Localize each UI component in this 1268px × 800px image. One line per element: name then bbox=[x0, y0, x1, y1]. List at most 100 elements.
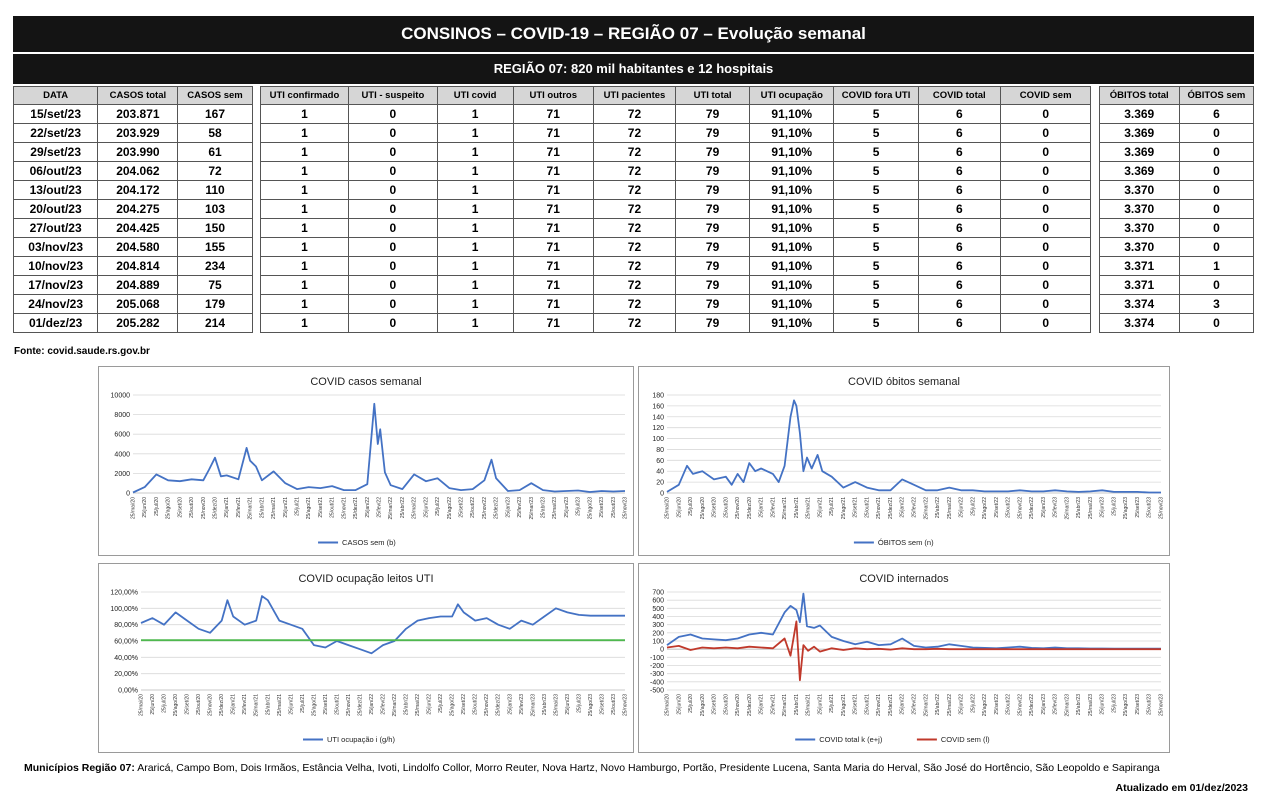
legend-label: CASOS sem (b) bbox=[342, 538, 396, 547]
x-tick-label: 25/jul/21 bbox=[829, 694, 835, 713]
x-tick-label: 25/mar/21 bbox=[248, 497, 254, 520]
column-spacer bbox=[251, 294, 261, 314]
x-tick-label: 25/jun/22 bbox=[423, 497, 429, 518]
y-tick-label: 60,00% bbox=[114, 639, 138, 646]
x-tick-label: 25/fev/23 bbox=[517, 497, 523, 518]
table-cell: 3.369 bbox=[1098, 123, 1180, 143]
table-cell: 5 bbox=[833, 313, 919, 333]
x-tick-label: 25/set/20 bbox=[712, 694, 718, 715]
y-tick-label: -400 bbox=[650, 679, 664, 686]
column-header: UTI ocupação bbox=[749, 86, 835, 105]
x-tick-label: 25/jul/21 bbox=[295, 497, 301, 516]
column-spacer bbox=[251, 275, 261, 295]
report-subtitle: REGIÃO 07: 820 mil habitantes e 12 hospi… bbox=[13, 54, 1254, 84]
table-cell: 5 bbox=[833, 123, 919, 143]
column-spacer bbox=[1090, 199, 1100, 219]
x-tick-label: 25/jun/21 bbox=[288, 694, 294, 715]
x-tick-label: 25/out/22 bbox=[1006, 694, 1012, 715]
x-tick-label: 25/nov/23 bbox=[1159, 497, 1165, 519]
table-cell: 1 bbox=[436, 199, 514, 219]
x-tick-label: 25/abr/22 bbox=[404, 694, 410, 715]
y-tick-label: 80 bbox=[656, 447, 664, 454]
x-tick-label: 25/jan/22 bbox=[900, 694, 906, 715]
table-cell: 3 bbox=[1178, 294, 1255, 314]
column-spacer bbox=[1090, 275, 1100, 295]
x-tick-label: 25/jun/20 bbox=[676, 694, 682, 715]
table-cell: 1 bbox=[436, 180, 514, 200]
table-cell: 10/nov/23 bbox=[12, 256, 99, 276]
table-cell: 72 bbox=[592, 256, 677, 276]
column-spacer bbox=[1090, 161, 1100, 181]
x-tick-label: 25/jun/23 bbox=[1100, 497, 1106, 518]
table-cell: 0 bbox=[1178, 275, 1255, 295]
column-header: UTI confirmado bbox=[259, 86, 350, 105]
table-row: 17/nov/23 204.889 75 1 0 1 71 72 79 91,10% 5 6 0 3.37… bbox=[12, 275, 1255, 295]
x-tick-label: 25/jun/23 bbox=[1100, 694, 1106, 715]
table-header-row: DATA CASOS total CASOS sem UTI confirmado UT… bbox=[12, 86, 1255, 105]
x-tick-label: 25/dez/22 bbox=[1029, 694, 1035, 716]
x-tick-label: 25/set/23 bbox=[599, 497, 605, 518]
table-cell: 79 bbox=[675, 294, 751, 314]
table-cell: 0 bbox=[999, 237, 1092, 257]
y-tick-label: 700 bbox=[652, 590, 664, 597]
y-tick-label: -500 bbox=[650, 688, 664, 695]
table-cell: 71 bbox=[512, 104, 594, 124]
x-tick-label: 25/out/21 bbox=[330, 497, 336, 518]
table-cell: 204.889 bbox=[97, 275, 179, 295]
table-cell: 71 bbox=[512, 199, 594, 219]
table-cell: 0 bbox=[999, 180, 1092, 200]
table-cell: 3.369 bbox=[1098, 104, 1180, 124]
x-tick-label: 25/mai/21 bbox=[806, 497, 812, 519]
x-tick-label: 25/jun/21 bbox=[283, 497, 289, 518]
table-cell: 91,10% bbox=[749, 256, 835, 276]
table-cell: 5 bbox=[833, 180, 919, 200]
table-cell: 72 bbox=[592, 199, 677, 219]
table-cell: 91,10% bbox=[749, 142, 835, 162]
table-row: 27/out/23 204.425 150 1 0 1 71 72 79 91,10% 5 6 0 3.3… bbox=[12, 218, 1255, 238]
source-note: Fonte: covid.saude.rs.gov.br bbox=[14, 346, 150, 357]
x-tick-label: 25/jan/21 bbox=[759, 497, 765, 518]
x-tick-label: 25/ago/20 bbox=[173, 694, 179, 716]
table-cell: 0 bbox=[999, 313, 1092, 333]
x-tick-label: 25/jul/23 bbox=[576, 497, 582, 516]
x-tick-label: 25/mai/21 bbox=[806, 694, 812, 716]
x-tick-label: 25/out/23 bbox=[1147, 497, 1153, 518]
table-cell: 61 bbox=[177, 142, 253, 162]
x-tick-label: 25/jan/21 bbox=[231, 694, 237, 715]
x-tick-label: 25/mai/23 bbox=[1088, 497, 1094, 519]
x-tick-label: 25/dez/22 bbox=[496, 694, 502, 716]
table-row: 22/set/23 203.929 58 1 0 1 71 72 79 91,10% 5 6 0 3.36… bbox=[12, 123, 1255, 143]
column-header: COVID sem bbox=[999, 86, 1092, 105]
table-cell: 27/out/23 bbox=[12, 218, 99, 238]
table-row: 03/nov/23 204.580 155 1 0 1 71 72 79 91,10% 5 6 0 3.3… bbox=[12, 237, 1255, 257]
x-tick-label: 25/out/23 bbox=[611, 694, 617, 715]
table-cell: 1 bbox=[259, 161, 350, 181]
table-row: 29/set/23 203.990 61 1 0 1 71 72 79 91,10% 5 6 0 3.36… bbox=[12, 142, 1255, 162]
table-cell: 79 bbox=[675, 218, 751, 238]
table-cell: 79 bbox=[675, 123, 751, 143]
series-line bbox=[666, 592, 1161, 650]
x-tick-label: 25/mar/22 bbox=[923, 694, 929, 717]
table-cell: 3.371 bbox=[1098, 256, 1180, 276]
column-spacer bbox=[1090, 237, 1100, 257]
table-cell: 0 bbox=[348, 104, 438, 124]
x-tick-label: 25/mar/23 bbox=[529, 497, 535, 520]
table-cell: 79 bbox=[675, 256, 751, 276]
y-tick-label: 120 bbox=[652, 425, 664, 432]
table-cell: 79 bbox=[675, 275, 751, 295]
table-cell: 1 bbox=[259, 123, 350, 143]
x-tick-label: 25/ago/23 bbox=[1123, 497, 1129, 519]
table-row: 15/set/23 203.871 167 1 0 1 71 72 79 91,10% 5 6 0 3.3… bbox=[12, 104, 1255, 124]
table-cell: 5 bbox=[833, 142, 919, 162]
y-tick-label: 500 bbox=[652, 606, 664, 613]
x-tick-label: 25/nov/20 bbox=[208, 694, 214, 716]
x-tick-label: 25/jul/20 bbox=[154, 497, 160, 516]
table-cell: 79 bbox=[675, 161, 751, 181]
x-tick-label: 25/dez/21 bbox=[353, 497, 359, 519]
table-cell: 71 bbox=[512, 294, 594, 314]
table-cell: 214 bbox=[177, 313, 253, 333]
x-tick-label: 25/abr/23 bbox=[541, 497, 547, 518]
x-tick-label: 25/jun/22 bbox=[427, 694, 433, 715]
x-tick-label: 25/set/20 bbox=[185, 694, 191, 715]
table-cell: 1 bbox=[436, 275, 514, 295]
